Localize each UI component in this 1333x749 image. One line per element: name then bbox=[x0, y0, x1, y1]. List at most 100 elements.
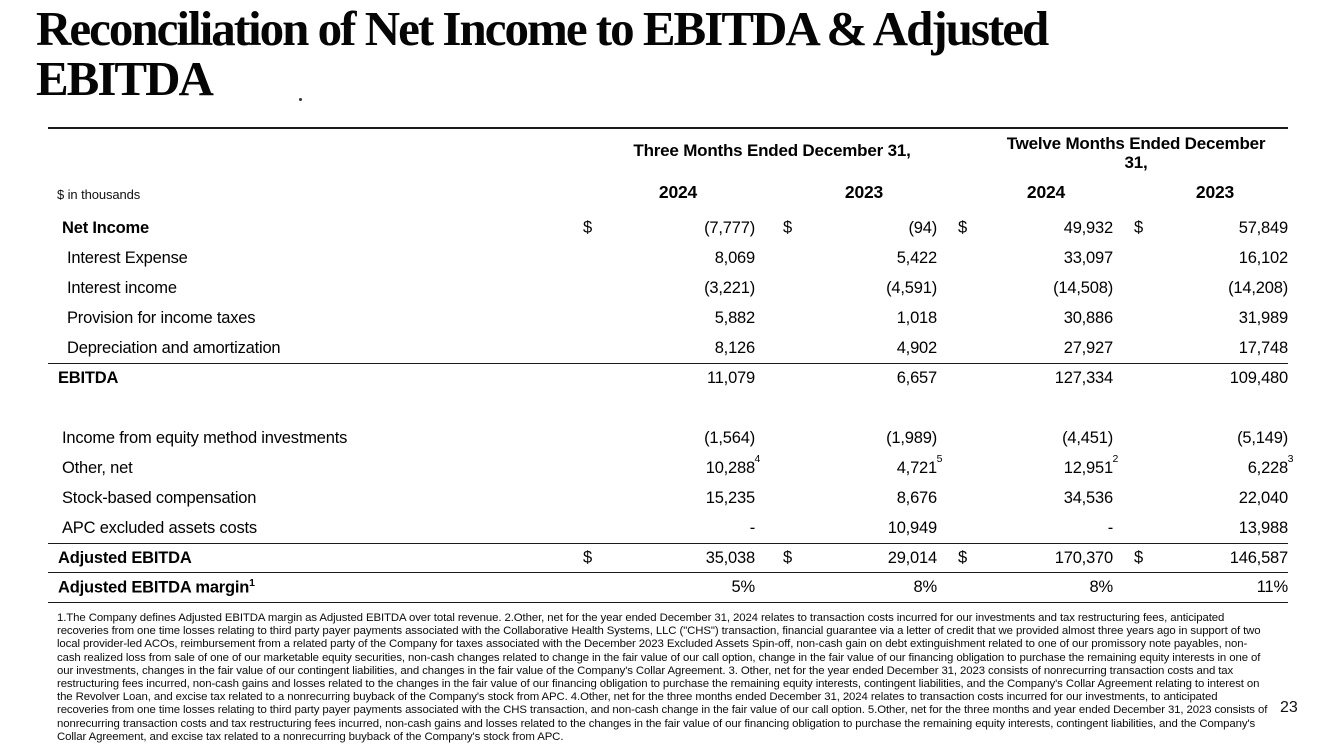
cell-value: 13,988 bbox=[1238, 518, 1288, 537]
cell-value: 10,288 4 bbox=[705, 452, 761, 477]
value-cell: 31,989 bbox=[1113, 303, 1288, 333]
table-row: APC excluded assets costs - 10,949 - 13,… bbox=[48, 513, 1288, 543]
cell-value: 8,069 bbox=[714, 248, 755, 267]
value-cell: 10,949 bbox=[755, 513, 937, 543]
cell-value: 31,989 bbox=[1238, 308, 1288, 327]
cell-value: (7,777) bbox=[704, 218, 755, 237]
cell-value: 16,102 bbox=[1238, 248, 1288, 267]
cell-value: 49,932 bbox=[1063, 218, 1113, 237]
value-cell: 5,882 bbox=[570, 303, 755, 333]
cell-value: 57,849 bbox=[1238, 218, 1288, 237]
value-cell: 34,536 bbox=[937, 483, 1113, 513]
value-cell: $ 35,038 bbox=[570, 544, 755, 572]
value-cell: (3,221) bbox=[570, 273, 755, 303]
table-row: Interest income (3,221) (4,591) (14,508)… bbox=[48, 273, 1288, 303]
footnote-text: 1.The Company defines Adjusted EBITDA ma… bbox=[57, 612, 1268, 743]
value-cell: (14,508) bbox=[937, 273, 1113, 303]
year-header-3mo-2024: 2024 bbox=[658, 182, 698, 202]
cell-value: 29,014 bbox=[887, 548, 937, 567]
cell-value: 8% bbox=[1089, 578, 1114, 596]
year-header-12mo-2024: 2024 bbox=[1026, 182, 1066, 202]
cell-value: 30,886 bbox=[1063, 308, 1113, 327]
value-cell: 4,721 5 bbox=[755, 452, 943, 483]
table-top-rule bbox=[48, 127, 1288, 129]
value-footnote-superscript: 3 bbox=[1287, 452, 1294, 465]
dollar-sign: $ bbox=[783, 218, 792, 237]
value-cell: $ (94) bbox=[755, 213, 937, 243]
column-group-three-months: Three Months Ended December 31, bbox=[633, 141, 911, 160]
cell-value: 8% bbox=[913, 578, 938, 596]
value-cell: 12,951 2 bbox=[937, 452, 1119, 483]
cell-value: 5% bbox=[731, 578, 756, 596]
value-cell: 13,988 bbox=[1113, 513, 1288, 543]
row-label: Interest income bbox=[67, 278, 177, 297]
value-cell: - bbox=[570, 513, 756, 543]
column-group-twelve-months: Twelve Months Ended December 31, bbox=[1006, 134, 1266, 172]
value-cell: 8% bbox=[755, 573, 938, 602]
cell-value: 5,882 bbox=[714, 308, 755, 327]
table-row: Net Income $ (7,777) $ (94) $ 49,932 $ 5… bbox=[48, 213, 1288, 243]
cell-value: - bbox=[749, 518, 756, 537]
cell-value: 22,040 bbox=[1238, 488, 1288, 507]
cell-value: 6,657 bbox=[896, 369, 937, 387]
row-label: APC excluded assets costs bbox=[62, 518, 257, 537]
table-row bbox=[48, 393, 1288, 423]
value-cell: $ 29,014 bbox=[755, 544, 937, 572]
cell-value: 35,038 bbox=[705, 548, 755, 567]
value-cell bbox=[1113, 393, 1288, 423]
table-row: Interest Expense 8,069 5,422 33,097 16,1… bbox=[48, 243, 1288, 273]
value-cell: 109,480 bbox=[1113, 364, 1288, 393]
value-cell: $ 170,370 bbox=[937, 544, 1113, 572]
table-row: Adjusted EBITDA $ 35,038 $ 29,014 $ 170,… bbox=[48, 543, 1288, 573]
value-cell: 8,069 bbox=[570, 243, 755, 273]
table-body: Net Income $ (7,777) $ (94) $ 49,932 $ 5… bbox=[48, 213, 1294, 603]
cell-value: - bbox=[1107, 518, 1114, 537]
value-cell: 17,748 bbox=[1113, 333, 1288, 363]
row-label: Income from equity method investments bbox=[62, 428, 348, 447]
value-cell: 8,676 bbox=[755, 483, 937, 513]
value-footnote-superscript: 4 bbox=[754, 452, 761, 465]
row-label: EBITDA bbox=[58, 369, 119, 387]
cell-value: 17,748 bbox=[1238, 338, 1288, 357]
value-cell: 11% bbox=[1113, 573, 1288, 602]
value-cell: 11,079 bbox=[570, 364, 755, 393]
dollar-sign: $ bbox=[958, 548, 967, 567]
cell-value: 4,721 5 bbox=[896, 452, 943, 477]
title-dot bbox=[299, 98, 302, 101]
cell-value: (14,508) bbox=[1053, 278, 1113, 297]
cell-value: 11,079 bbox=[706, 369, 755, 387]
table-row: Other, net 10,288 4 4,721 5 12,951 2 6,228 3 bbox=[48, 452, 1294, 483]
cell-value: (1,564) bbox=[704, 428, 755, 447]
units-label: $ in thousands bbox=[57, 187, 141, 202]
dollar-sign: $ bbox=[1134, 548, 1143, 567]
cell-value: 1,018 bbox=[896, 308, 937, 327]
year-header-12mo-2023: 2023 bbox=[1195, 182, 1235, 202]
value-cell: 30,886 bbox=[937, 303, 1113, 333]
value-footnote-superscript: 2 bbox=[1112, 452, 1119, 465]
cell-value: 34,536 bbox=[1063, 488, 1113, 507]
cell-value: 4,902 bbox=[896, 338, 937, 357]
value-cell: 27,927 bbox=[937, 333, 1113, 363]
value-cell: - bbox=[937, 513, 1114, 543]
cell-value: 8,126 bbox=[714, 338, 755, 357]
cell-value: (94) bbox=[908, 218, 937, 237]
table-row: EBITDA 11,079 6,657 127,334 109,480 bbox=[48, 363, 1288, 393]
value-cell: 15,235 bbox=[570, 483, 755, 513]
page-number: 23 bbox=[1280, 699, 1298, 716]
page-title-line2: EBITDA bbox=[36, 51, 214, 106]
cell-value: 109,480 bbox=[1229, 369, 1288, 387]
value-cell: 6,228 3 bbox=[1113, 453, 1294, 483]
value-cell: $ (7,777) bbox=[570, 213, 755, 243]
table-row: Stock-based compensation 15,235 8,676 34… bbox=[48, 483, 1288, 513]
row-label: Depreciation and amortization bbox=[67, 338, 281, 357]
value-cell: 22,040 bbox=[1113, 483, 1288, 513]
cell-value: 12,951 2 bbox=[1063, 452, 1119, 477]
value-cell bbox=[755, 393, 937, 423]
cell-value: 146,587 bbox=[1229, 548, 1288, 567]
value-cell: 10,288 4 bbox=[570, 452, 761, 483]
table-row: Income from equity method investments (1… bbox=[48, 423, 1288, 453]
value-cell: 16,102 bbox=[1113, 243, 1288, 273]
value-cell: (4,591) bbox=[755, 273, 937, 303]
cell-value: (5,149) bbox=[1237, 428, 1288, 447]
value-cell: (4,451) bbox=[937, 423, 1113, 453]
